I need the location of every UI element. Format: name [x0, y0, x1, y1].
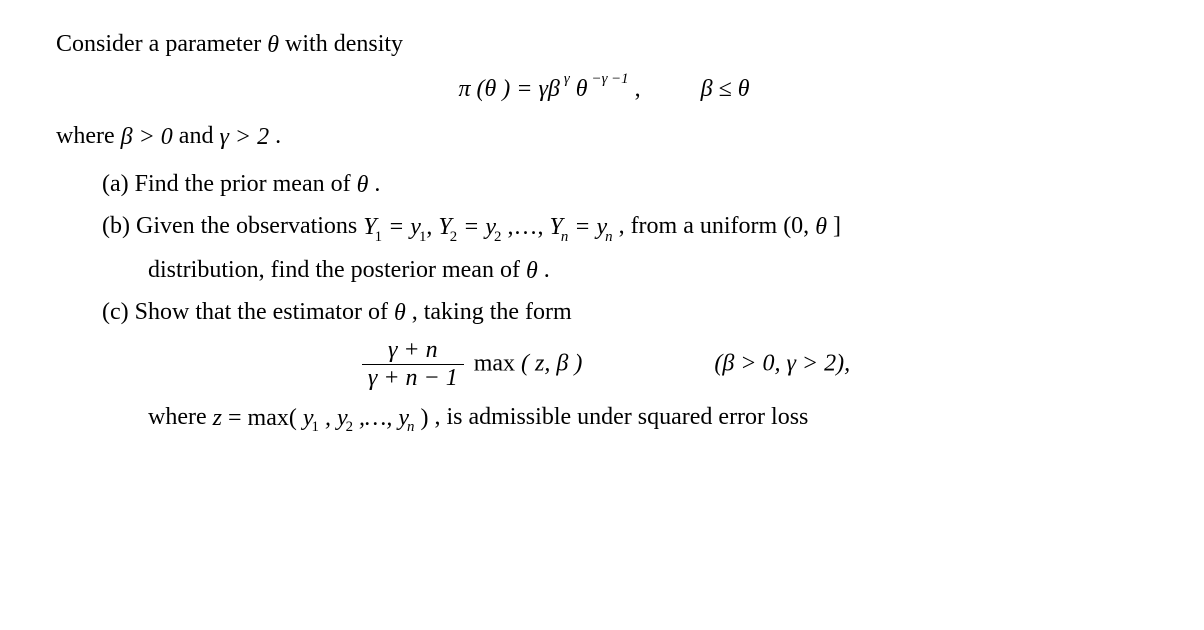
- cond-and: and: [179, 123, 220, 149]
- part-b-a: Given the observations: [136, 213, 363, 239]
- z-sub1: 1: [312, 420, 319, 435]
- problem-page: Consider a parameter θ with density π (θ…: [0, 0, 1204, 461]
- part-c-theta: θ: [394, 295, 406, 332]
- z-c1: , y: [325, 405, 348, 431]
- eqy1: = y: [388, 214, 421, 240]
- part-a-body: Find the prior mean of: [135, 171, 357, 197]
- part-a-label: (a): [102, 171, 135, 197]
- where-z: z = max( y1 , y2 ,…, yn ): [213, 400, 429, 437]
- eq1-comma: ,: [635, 76, 641, 102]
- fraction: γ + n γ + n − 1: [362, 337, 464, 393]
- sub1b: 1: [419, 230, 426, 245]
- z-subn: n: [407, 420, 414, 435]
- part-c-line2: where z = max( y1 , y2 ,…, yn ) , is adm…: [56, 399, 1152, 437]
- part-b2-a: distribution, find the posterior mean of: [148, 257, 526, 283]
- eq1-sup-gamma: γ: [564, 72, 570, 87]
- z-close: ): [420, 405, 428, 431]
- part-b-label: (b): [102, 213, 136, 239]
- estimator-equation: γ + n γ + n − 1 max ( z, β ) (β > 0, γ >…: [56, 337, 1152, 393]
- part-b2-theta: θ: [526, 253, 538, 290]
- cond-beta: β > 0: [121, 119, 173, 156]
- prior-density-equation: π (θ ) = γβ γ θ −γ −1 , β ≤ θ: [56, 70, 1152, 108]
- eq1-theta: θ: [576, 76, 588, 102]
- var-theta: θ: [267, 27, 279, 64]
- eq1-sup-exp: −γ −1: [592, 72, 629, 87]
- eqy2: = y: [463, 214, 496, 240]
- z-eq2: = max(: [228, 405, 297, 431]
- cond-where: where: [56, 123, 121, 149]
- part-a: (a) Find the prior mean of θ .: [56, 166, 1152, 204]
- eq1-cond: β ≤ θ: [701, 76, 750, 102]
- frac-den: γ + n − 1: [362, 365, 464, 393]
- conditions-line: where β > 0 and γ > 2 .: [56, 118, 1152, 156]
- part-c-a: Show that the estimator of: [135, 299, 394, 325]
- cond-gamma: γ > 2: [219, 119, 269, 156]
- part-b-theta: θ: [815, 209, 827, 246]
- sub1: 1: [375, 230, 382, 245]
- sub2b: 2: [494, 230, 501, 245]
- eq1: π (θ ) = γβ γ θ −γ −1 , β ≤ θ: [458, 71, 749, 108]
- z-sub2: 2: [346, 420, 353, 435]
- part-b-b: , from a uniform (0,: [619, 213, 816, 239]
- eq2: γ + n γ + n − 1 max ( z, β ) (β > 0, γ >…: [358, 337, 850, 393]
- z-dots: ,…, y: [359, 405, 409, 431]
- admissible-text: , is admissible under squared error loss: [434, 404, 808, 430]
- part-a-theta: θ: [357, 167, 369, 204]
- intro-text-b: with density: [285, 31, 403, 57]
- eq1-lhs: π (θ ) = γβ: [458, 76, 559, 102]
- eq2-max: max ( z, β ): [474, 350, 589, 376]
- part-c-label: (c): [102, 299, 135, 325]
- intro-text-a: Consider a parameter: [56, 31, 267, 57]
- where-label: where: [148, 404, 213, 430]
- subn: n: [561, 230, 568, 245]
- cond-period: .: [275, 123, 281, 149]
- eq2-cond: (β > 0, γ > 2),: [714, 350, 850, 376]
- part-b2-b: .: [544, 257, 550, 283]
- eqyn: = y: [574, 214, 607, 240]
- frac-num: γ + n: [362, 337, 464, 366]
- intro-line: Consider a parameter θ with density: [56, 26, 1152, 64]
- subnb: n: [605, 230, 612, 245]
- part-a-end: .: [374, 171, 380, 197]
- part-c-b: , taking the form: [412, 299, 572, 325]
- part-b-line2: distribution, find the posterior mean of…: [56, 252, 1152, 290]
- part-b-c: ]: [833, 213, 841, 239]
- part-c-line1: (c) Show that the estimator of θ , takin…: [56, 294, 1152, 332]
- observations: Y1 = y1, Y2 = y2 ,…, Yn = yn: [363, 209, 612, 246]
- dots: ,…,: [507, 214, 543, 240]
- part-b-line1: (b) Given the observations Y1 = y1, Y2 =…: [56, 208, 1152, 246]
- z-eq: z: [213, 405, 222, 431]
- sub2: 2: [450, 230, 457, 245]
